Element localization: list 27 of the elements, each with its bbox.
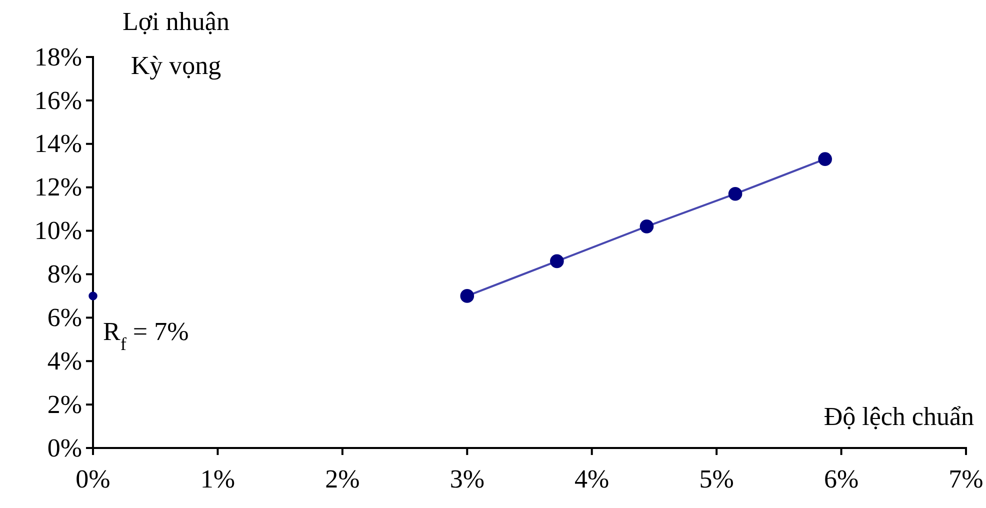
point (818, 152, 832, 166)
point (550, 254, 564, 268)
x-tick-label: 0% (76, 464, 110, 494)
y-tick-label: 10% (34, 216, 82, 246)
y-tick-label: 16% (34, 86, 82, 115)
y-axis-title: Lợi nhuận Kỳ vọng (122, 7, 230, 80)
x-tick-label: 5% (699, 464, 734, 494)
x-tick-label: 2% (325, 464, 360, 494)
point (460, 289, 474, 303)
y-tick-label: 4% (47, 346, 82, 376)
x-axis-title: Độ lệch chuẩn (824, 402, 974, 431)
y-tick-label: 8% (47, 260, 82, 289)
y-tick-label: 0% (47, 433, 82, 462)
point (728, 186, 742, 201)
x-tick-label: 1% (200, 464, 236, 494)
x-tick-label: 7% (948, 464, 984, 494)
x-tick-label: 4% (574, 464, 610, 494)
annotation: R$_{f}$ = 7% (103, 316, 189, 354)
y-tick-label: 2% (47, 390, 82, 419)
x-tick-label: 6% (824, 464, 859, 494)
y-tick-label: 18% (34, 42, 82, 72)
y-tick-label: 12% (34, 172, 82, 202)
y-tick-label: 6% (47, 302, 82, 332)
point (640, 220, 654, 234)
y-tick-label: 14% (34, 129, 82, 158)
point (88, 292, 98, 300)
x-tick-label: 3% (450, 464, 484, 494)
